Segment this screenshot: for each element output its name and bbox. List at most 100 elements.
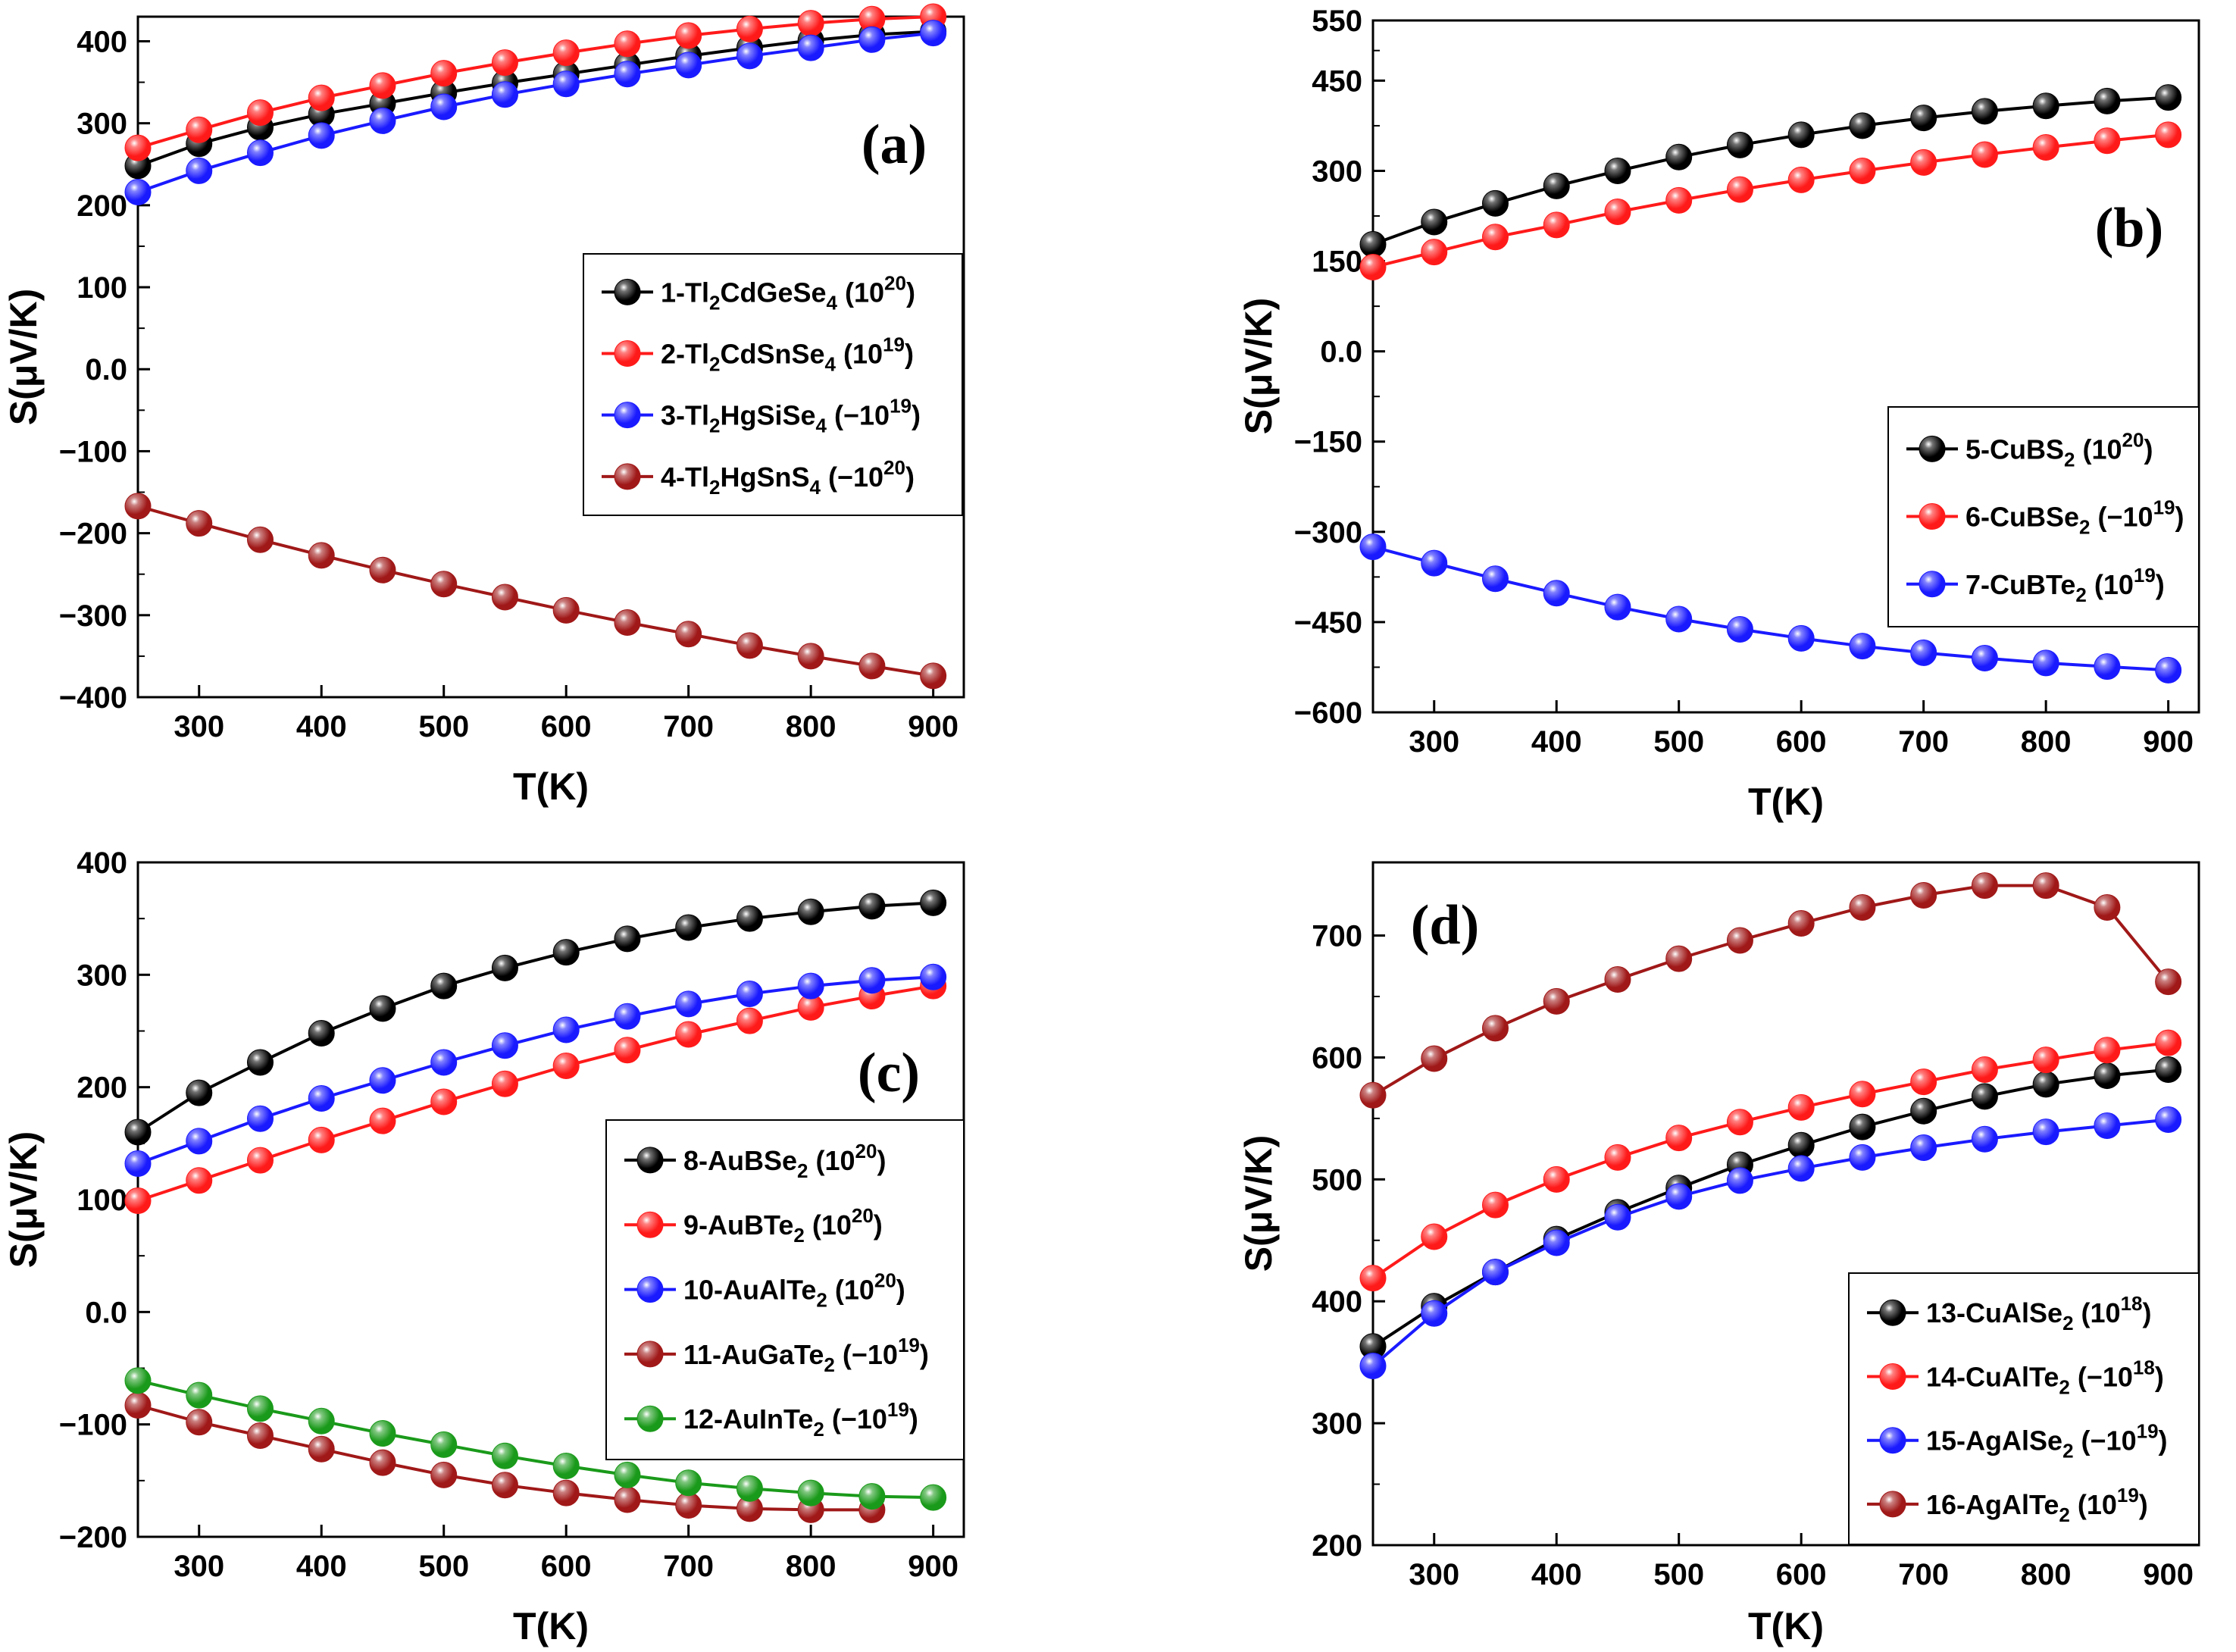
legend-label: 7-CuBTe2 (1019) [1965,564,2165,606]
data-point [552,70,580,98]
data-point [1849,1081,1876,1108]
series-15-AgAlSe2 [1359,1106,2182,1379]
data-point [1665,945,1693,972]
x-tick-label: 900 [908,710,959,743]
y-tick-label: 300 [1312,155,1362,188]
series-8-AuBSe2 [124,889,947,1146]
data-point [369,1067,396,1094]
y-tick-label: −100 [59,1409,127,1442]
data-point [369,107,396,134]
series-9-AuBTe2 [124,972,947,1214]
data-point [675,52,702,79]
y-tick-label: 300 [1312,1407,1362,1441]
x-axis-title: T(K) [513,1605,589,1647]
x-tick-label: 600 [541,1550,592,1583]
data-point [308,1019,335,1047]
data-point [675,621,702,648]
legend-box [583,253,963,516]
data-point [308,1126,335,1153]
data-point [186,1079,213,1106]
data-point [614,1003,641,1030]
data-point [124,1367,152,1394]
legend-label: 9-AuBTe2 (1020) [683,1204,883,1247]
data-point [124,134,152,161]
data-point [858,967,886,994]
y-tick-label: −450 [1294,606,1362,640]
data-point [430,571,458,598]
y-axis-title: S(μV/K) [2,289,45,426]
y-axis-title: S(μV/K) [1237,298,1280,435]
data-point [614,1461,641,1488]
legend-label: 5-CuBS2 (1020) [1965,428,2153,471]
data-point [246,139,274,167]
legend-marker [636,1405,664,1432]
data-point [1421,1300,1448,1327]
data-point [1726,176,1753,203]
legend-marker [1879,1363,1906,1390]
data-point [1787,1131,1815,1159]
data-point [1359,254,1387,281]
data-point [1910,1134,1937,1161]
data-point [1849,1144,1876,1171]
data-point [1421,208,1448,236]
data-point [124,1150,152,1178]
data-point [1849,1113,1876,1140]
x-tick-label: 400 [1531,725,1582,759]
data-point [552,596,580,624]
x-tick-label: 700 [663,1550,714,1583]
series-12-AuInTe2 [124,1367,947,1511]
y-tick-label: −400 [59,681,127,715]
y-axis: −600 −450 −300 −150 0.0 150 300 450 550 [1294,5,1385,730]
panel-label: (d) [1411,894,1479,956]
data-point [369,1449,396,1476]
y-tick-label: −300 [1294,516,1362,549]
data-point [920,963,947,990]
legend-marker [614,278,641,305]
y-tick-label: −150 [1294,426,1362,459]
legend-marker [614,402,641,429]
legend-label: 13-CuAlSe2 (1018) [1926,1292,2152,1334]
x-tick-label: 400 [296,710,347,743]
data-point [491,1442,518,1469]
panel-label: (b) [2095,197,2163,259]
data-point [430,972,458,1000]
x-tick-label: 700 [1898,725,1949,759]
legend-marker [614,463,641,490]
data-point [614,30,641,58]
data-point [246,1049,274,1076]
data-point [1481,1015,1509,1042]
y-tick-label: 100 [77,1184,127,1217]
data-point [1787,624,1815,652]
data-point [552,1016,580,1043]
legend-marker [1879,1299,1906,1326]
data-point [1910,1097,1937,1125]
x-tick-label: 600 [541,710,592,743]
data-point [1604,157,1631,184]
y-tick-label: 200 [77,189,127,223]
legend-label: 10-AuAlTe2 (1020) [683,1269,905,1312]
series-2-Tl2CdSnSe4 [124,3,947,161]
data-point [1665,1183,1693,1210]
series-16-AgAlTe2 [1359,872,2182,1109]
legend-label: 2-Tl2CdSnSe4 (1019) [661,333,914,376]
data-point [369,72,396,99]
data-point [430,60,458,87]
data-point [614,925,641,953]
legend-marker [614,340,641,368]
data-point [1543,211,1570,239]
legend-label: 14-CuAlTe2 (−1018) [1926,1356,2164,1398]
y-tick-label: 400 [77,25,127,58]
data-point [736,1475,763,1502]
data-point [1910,1068,1937,1096]
plot-frame [1371,19,2200,714]
legend-marker [1879,1491,1906,1518]
series-11-AuGaTe2 [124,1391,886,1523]
x-tick-label: 300 [1409,725,1459,759]
series-4-Tl2HgSnS4 [124,493,947,690]
data-point [1665,186,1693,214]
data-point [186,1167,213,1194]
x-tick-label: 800 [2021,725,2072,759]
data-point [1849,112,1876,139]
y-tick-label: −600 [1294,696,1362,730]
data-point [1604,1203,1631,1231]
